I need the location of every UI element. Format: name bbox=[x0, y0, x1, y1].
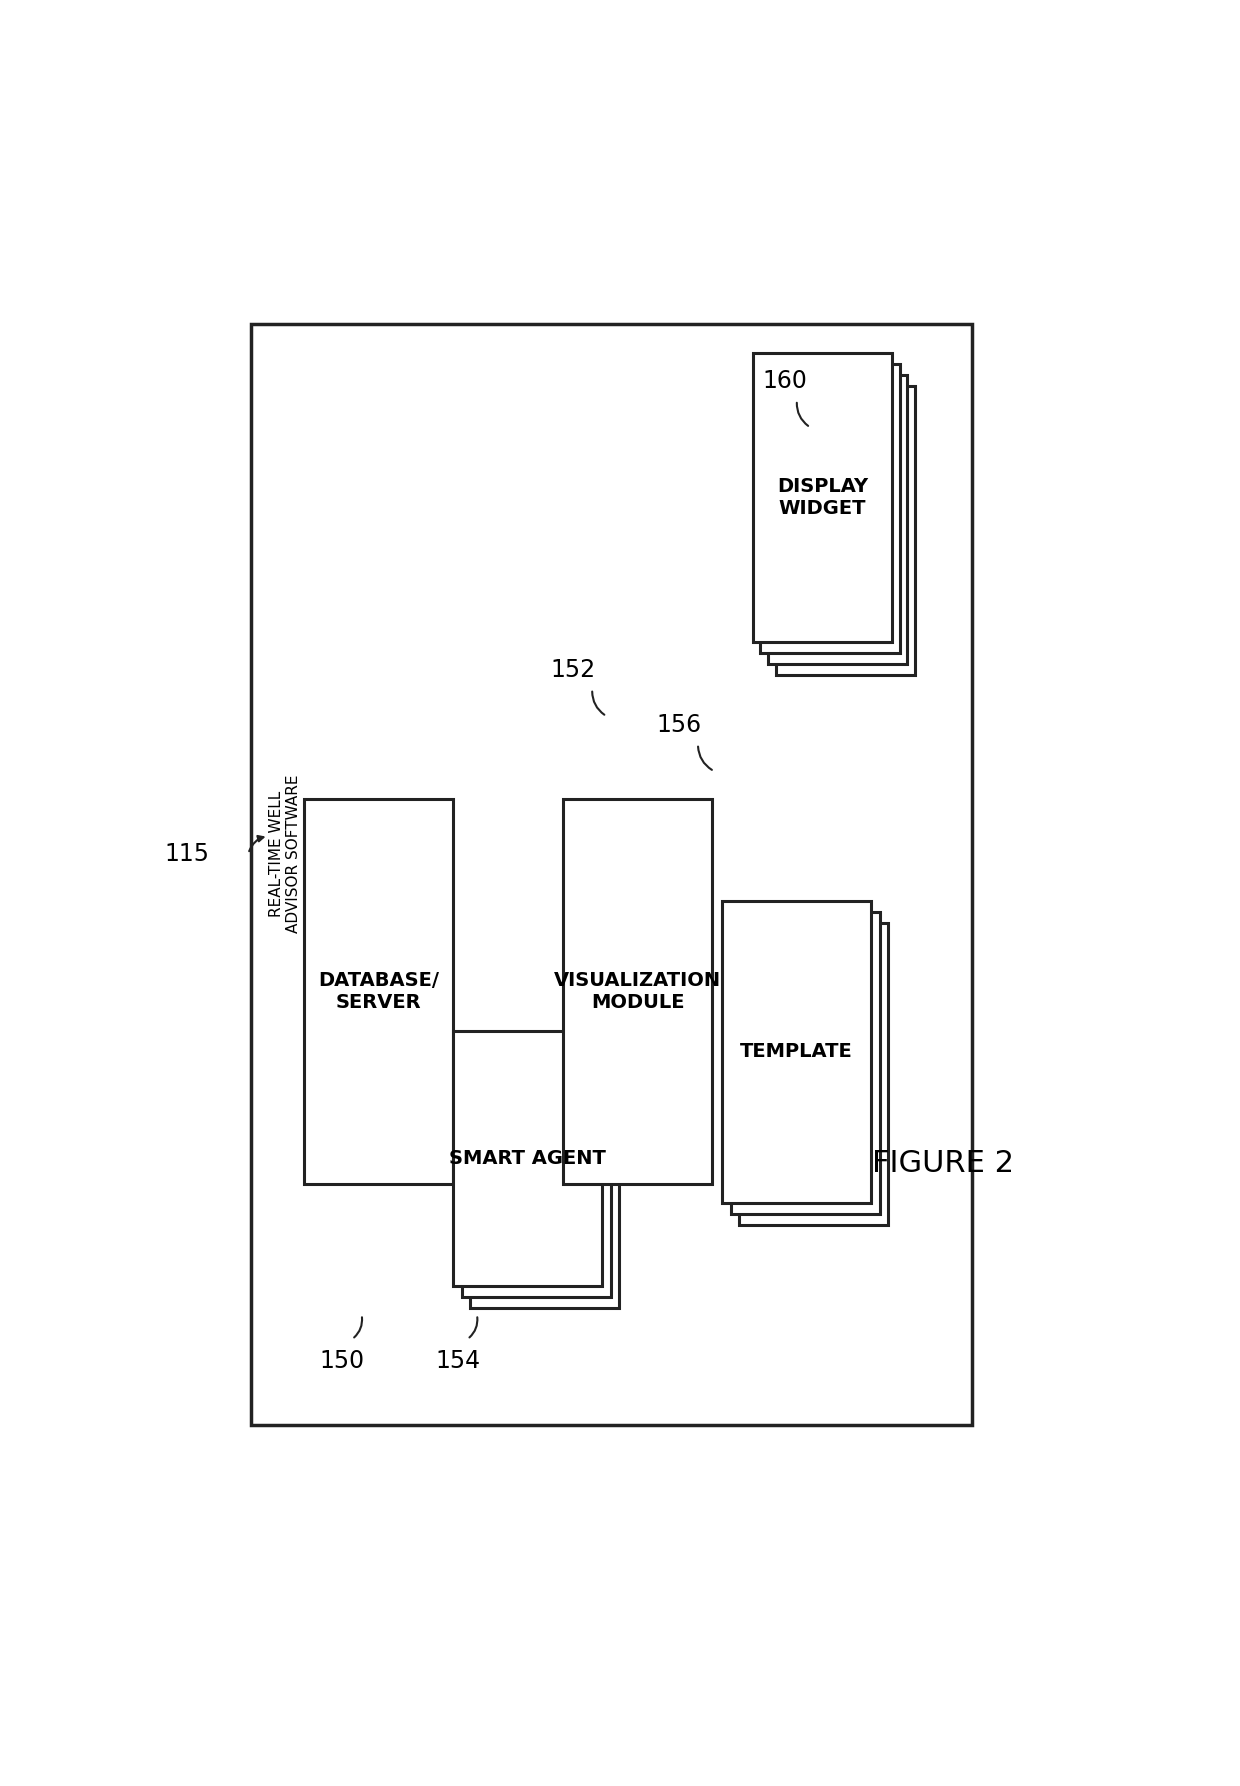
Text: VISUALIZATION
MODULE: VISUALIZATION MODULE bbox=[554, 972, 722, 1013]
Text: DISPLAY
WIDGET: DISPLAY WIDGET bbox=[776, 477, 868, 518]
Bar bbox=[470, 1054, 619, 1307]
Bar bbox=[722, 900, 870, 1204]
Bar bbox=[304, 798, 453, 1184]
Text: 152: 152 bbox=[551, 657, 595, 682]
Bar bbox=[461, 1043, 610, 1297]
Text: 154: 154 bbox=[435, 1348, 480, 1373]
Bar bbox=[753, 354, 892, 641]
Text: 115: 115 bbox=[165, 841, 210, 866]
Bar bbox=[250, 325, 972, 1425]
Bar bbox=[730, 911, 879, 1214]
Bar bbox=[760, 364, 900, 654]
Text: FIGURE 2: FIGURE 2 bbox=[872, 1148, 1014, 1177]
Bar bbox=[776, 386, 915, 675]
Text: 156: 156 bbox=[656, 713, 702, 738]
Text: DATABASE/
SERVER: DATABASE/ SERVER bbox=[317, 972, 439, 1013]
Text: TEMPLATE: TEMPLATE bbox=[740, 1043, 853, 1061]
Text: SMART AGENT: SMART AGENT bbox=[449, 1148, 606, 1168]
Text: 160: 160 bbox=[763, 370, 807, 393]
Bar bbox=[739, 923, 888, 1225]
Text: REAL-TIME WELL
ADVISOR SOFTWARE: REAL-TIME WELL ADVISOR SOFTWARE bbox=[269, 775, 301, 932]
Bar bbox=[563, 798, 712, 1184]
Text: 150: 150 bbox=[320, 1348, 365, 1373]
Bar bbox=[453, 1031, 601, 1286]
Bar bbox=[768, 375, 908, 664]
